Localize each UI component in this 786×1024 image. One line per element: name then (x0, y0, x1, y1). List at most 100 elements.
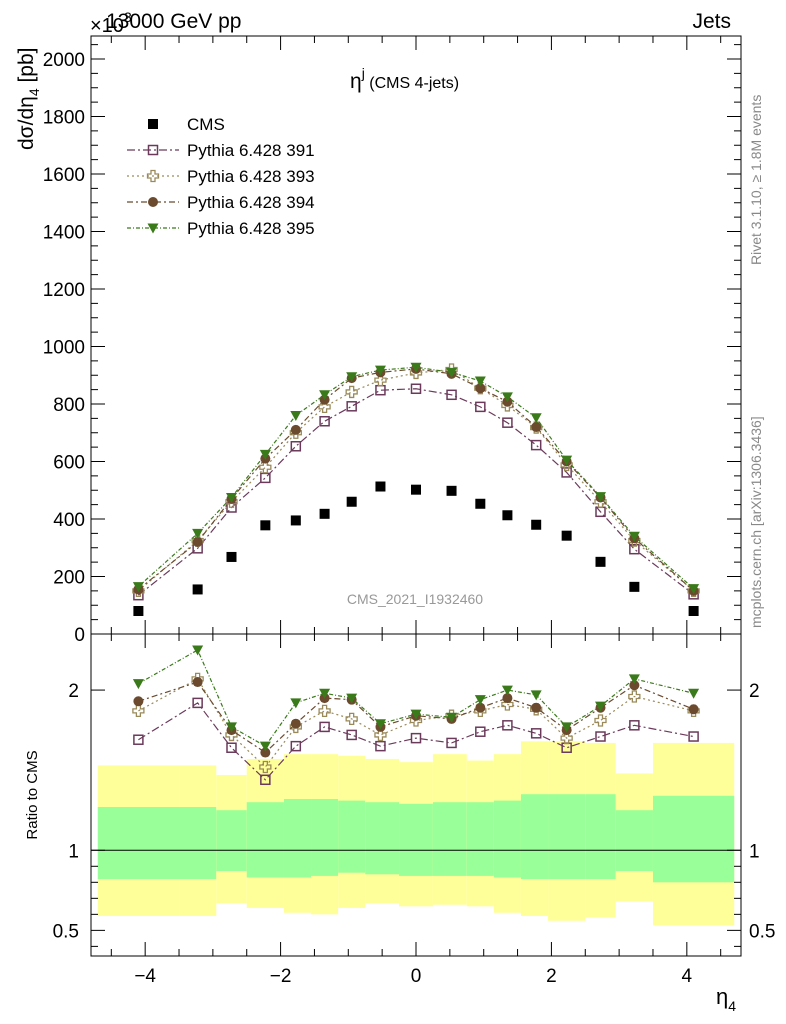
uncertainty-band-inner (615, 810, 653, 872)
data-point (446, 485, 457, 496)
data-point (446, 712, 458, 723)
data-point (411, 484, 421, 495)
data-point (688, 688, 700, 699)
data-point (374, 719, 386, 730)
y-tick-label: 1000 (43, 338, 85, 359)
legend-marker (147, 223, 159, 234)
ratio-y-label: Ratio to CMS (24, 750, 41, 839)
data-point (260, 774, 271, 786)
data-point (133, 606, 144, 616)
data-point (561, 722, 573, 733)
legend-entry: Pythia 6.428 393 (127, 167, 315, 186)
data-point (502, 720, 513, 731)
header-multiplier-exp: 3 (124, 9, 132, 25)
y-tick-label: 800 (53, 395, 85, 416)
data-point (290, 698, 302, 709)
series-line (138, 649, 694, 747)
data-point (629, 680, 640, 691)
legend-label: Pythia 6.428 393 (187, 167, 315, 186)
data-point (375, 481, 386, 492)
legend-entry: Pythia 6.428 391 (127, 141, 315, 160)
rivet-label: Rivet 3.1.10, ≥ 1.8M events (748, 95, 764, 265)
data-point (318, 704, 331, 718)
data-point (502, 693, 513, 704)
data-point (531, 519, 542, 530)
x-tick-label: −4 (134, 966, 156, 987)
y-tick-label: 1400 (43, 223, 85, 244)
data-point (374, 365, 386, 376)
data-point (531, 702, 542, 713)
data-point (475, 702, 486, 713)
main-panel: 0 200 400 600 800 1000 1200 1400 1600 1800 2000 (43, 35, 742, 646)
data-point (446, 737, 457, 749)
data-point (290, 740, 302, 752)
uncertainty-band-inner (520, 794, 549, 880)
data-point (560, 731, 573, 745)
data-point (192, 584, 203, 595)
data-point (346, 693, 358, 704)
uncertainty-band-inner (432, 802, 467, 876)
data-point (474, 695, 486, 706)
data-point (318, 400, 331, 414)
data-point (530, 690, 542, 701)
data-point (446, 367, 458, 378)
main-series (133, 363, 699, 596)
data-point (502, 417, 513, 428)
data-point (319, 721, 330, 733)
data-point (561, 530, 572, 541)
data-point (259, 741, 271, 752)
x-tick-label: 2 (546, 966, 557, 987)
analysis-id: CMS_2021_I1932460 (347, 591, 483, 607)
data-point (319, 508, 330, 519)
series-line (138, 368, 695, 592)
data-point (319, 416, 330, 427)
data-point (346, 496, 357, 507)
data-point (501, 392, 513, 403)
y-tick-label: 1200 (43, 280, 85, 301)
series-line (138, 388, 694, 596)
data-point (290, 424, 301, 435)
main-series (132, 363, 700, 598)
data-point (628, 674, 640, 685)
legend-entry: Pythia 6.428 394 (127, 193, 315, 212)
uncertainty-band-inner (493, 800, 521, 878)
x-tick-label: −2 (270, 966, 292, 987)
x-tick-label: 4 (682, 966, 693, 987)
data-point (346, 729, 357, 741)
data-point (133, 734, 144, 745)
legend-marker (148, 119, 158, 129)
ratio-panel: −4 −2 0 2 4 0.5 0.5 1 1 2 2 (53, 633, 775, 987)
uncertainty-band-inner (283, 799, 312, 878)
data-point (595, 492, 607, 503)
y-tick-label: 400 (53, 510, 85, 531)
uncertainty-band-inner (97, 807, 180, 880)
data-point (475, 498, 486, 509)
data-point (688, 584, 700, 595)
data-point (446, 389, 457, 401)
data-point (345, 385, 358, 399)
legend-label: Pythia 6.428 395 (187, 219, 315, 238)
data-point (226, 551, 237, 562)
ratio-y-tick-label: 2 (749, 681, 760, 702)
uncertainty-band-inner (179, 807, 217, 880)
y-tick-label: 200 (53, 568, 85, 589)
legend-marker (148, 197, 158, 207)
data-point (290, 441, 302, 452)
data-point (530, 413, 542, 424)
data-point (374, 373, 387, 387)
main-series (132, 362, 700, 595)
data-point (133, 696, 144, 707)
data-point (192, 537, 203, 547)
main-series (133, 481, 699, 616)
data-point (290, 411, 302, 421)
legend-marker (147, 144, 159, 156)
data-point (226, 742, 237, 753)
legend-label: CMS (187, 115, 225, 134)
data-point (688, 731, 699, 742)
data-point (561, 455, 573, 466)
data-point (260, 520, 271, 531)
data-point (290, 515, 301, 526)
data-point (319, 688, 331, 699)
data-point (595, 556, 606, 567)
